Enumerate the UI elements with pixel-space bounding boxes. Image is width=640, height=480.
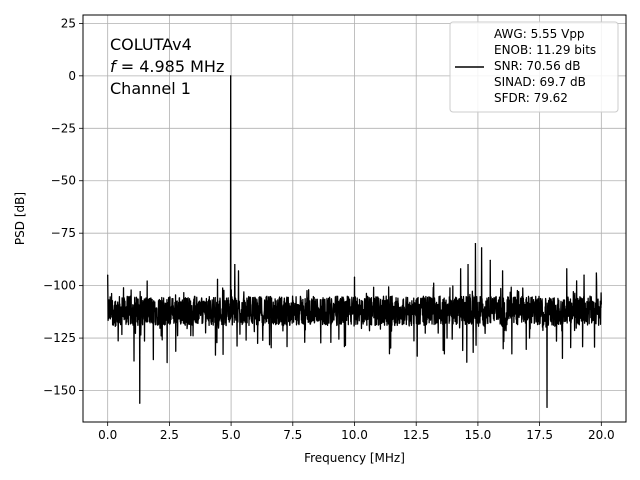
y-axis-label: PSD [dB]	[13, 192, 27, 245]
legend-sinad: SINAD: 69.7 dB	[494, 75, 586, 89]
psd-peak-point	[107, 274, 109, 276]
psd-peak-point	[566, 268, 568, 270]
x-tick-label: 15.0	[465, 428, 492, 442]
legend-box	[449, 21, 619, 113]
annotation-frequency-value: = 4.985 MHz	[116, 57, 225, 76]
legend-awg: AWG: 5.55 Vpp	[494, 27, 585, 41]
annotation-frequency: f = 4.985 MHz	[110, 57, 224, 76]
annotation-frequency-symbol: f	[110, 57, 118, 76]
psd-peak-point	[546, 406, 548, 408]
legend-enob: ENOB: 11.29 bits	[494, 43, 596, 57]
psd-peak-point	[583, 274, 585, 276]
psd-peak-point	[474, 243, 477, 245]
annotation-channel: Channel 1	[110, 79, 191, 98]
chart-annotation: COLUTAv4 f = 4.985 MHz Channel 1	[110, 35, 224, 98]
psd-series	[107, 75, 602, 408]
psd-peak-point	[467, 264, 469, 266]
psd-peak-point	[501, 270, 504, 272]
psd-peak-point	[353, 276, 356, 278]
grid	[83, 15, 626, 422]
annotation-device: COLUTAv4	[110, 35, 192, 54]
x-tick-label: 7.5	[283, 428, 302, 442]
psd-peak-point	[139, 402, 141, 404]
y-tick-label: −75	[51, 226, 76, 240]
x-tick-label: 0.0	[98, 428, 117, 442]
x-tick-label: 5.0	[222, 428, 241, 442]
legend-sfdr: SFDR: 79.62	[494, 91, 568, 105]
y-tick-label: −150	[43, 384, 76, 398]
psd-peak-point	[595, 272, 597, 274]
axis-ticks: 0.0 2.5 5.0 7.5 10.0 12.5 15.0 17.5 20.0 25 0 −25 −5…	[43, 16, 615, 442]
y-tick-label: −50	[51, 174, 76, 188]
y-tick-label: 0	[68, 69, 76, 83]
y-tick-label: −100	[43, 279, 76, 293]
psd-peak-point	[481, 247, 483, 249]
x-axis-label: Frequency [MHz]	[304, 451, 405, 465]
psd-peak-point	[216, 278, 219, 280]
x-tick-label: 17.5	[526, 428, 553, 442]
psd-peak-point	[237, 270, 240, 272]
x-tick-label: 2.5	[160, 428, 179, 442]
legend: AWG: 5.55 Vpp ENOB: 11.29 bits SNR: 70.5…	[449, 21, 619, 113]
x-tick-label: 20.0	[588, 428, 615, 442]
y-tick-label: −25	[51, 121, 76, 135]
y-tick-label: 25	[61, 16, 76, 30]
psd-peak-point	[460, 268, 462, 270]
psd-peak-point	[489, 259, 491, 262]
psd-peak-point	[230, 75, 232, 77]
psd-peak-point	[234, 264, 236, 266]
x-tick-label: 12.5	[403, 428, 430, 442]
legend-snr: SNR: 70.56 dB	[494, 59, 580, 73]
x-tick-label: 10.0	[341, 428, 368, 442]
y-tick-label: −125	[43, 331, 76, 345]
